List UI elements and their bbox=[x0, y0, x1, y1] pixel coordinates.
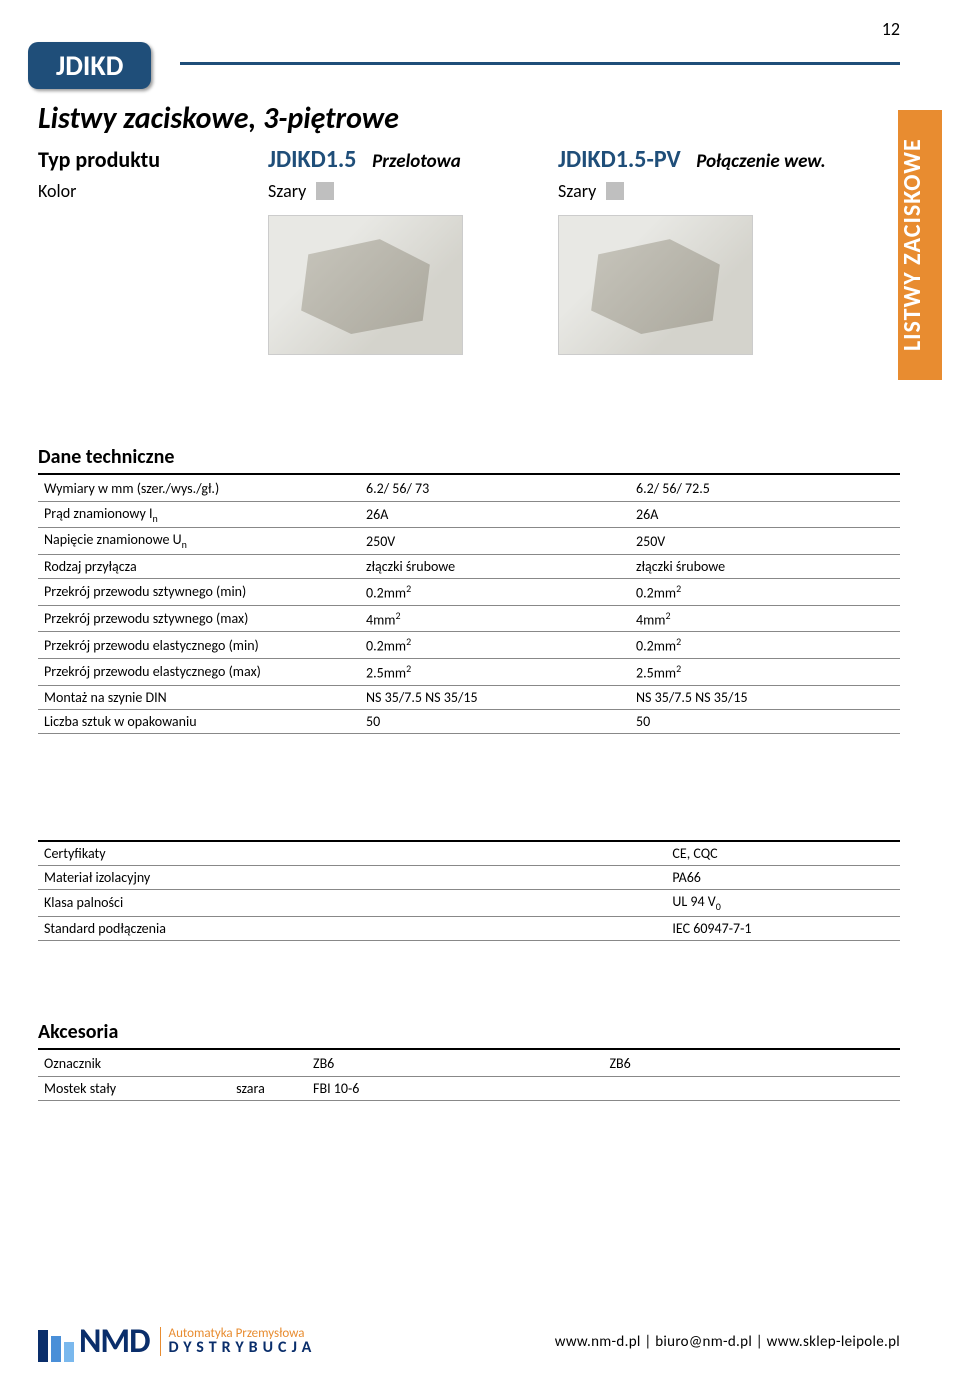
row-label: Materiał izolacyjny bbox=[38, 866, 666, 890]
table-row: Prąd znamionowy In26A26A bbox=[38, 501, 900, 528]
kolor-label: Kolor bbox=[38, 180, 268, 202]
table-row: Rodzaj przyłączazłączki śrubowezłączki ś… bbox=[38, 555, 900, 579]
dane-techniczne-section: Dane techniczne Wymiary w mm (szer./wys.… bbox=[38, 445, 900, 734]
logo-line2: DYSTRYBUCJA bbox=[169, 1340, 317, 1356]
row-value-a: 2.5mm2 bbox=[360, 659, 630, 686]
row-value-a: 26A bbox=[360, 501, 630, 528]
table-row: Przekrój przewodu elastycznego (min)0.2m… bbox=[38, 632, 900, 659]
row-label: Wymiary w mm (szer./wys./gł.) bbox=[38, 477, 360, 501]
row-value-a: 6.2/ 56/ 73 bbox=[360, 477, 630, 501]
product-a-image bbox=[268, 215, 463, 355]
row-value-a: 0.2mm2 bbox=[360, 579, 630, 606]
title-rule bbox=[180, 62, 900, 65]
row-value-a: FBI 10-6 bbox=[307, 1076, 603, 1100]
dane-techniczne-table: Wymiary w mm (szer./wys./gł.)6.2/ 56/ 73… bbox=[38, 477, 900, 734]
table-row: Mostek stałyszaraFBI 10-6 bbox=[38, 1076, 900, 1100]
product-image-row bbox=[268, 215, 753, 355]
table-row: Montaż na szynie DINNS 35/7.5 NS 35/15NS… bbox=[38, 685, 900, 709]
product-a-name: JDIKD1.5 bbox=[268, 145, 356, 174]
row-value-b: 26A bbox=[630, 501, 900, 528]
table-row: Wymiary w mm (szer./wys./gł.)6.2/ 56/ 73… bbox=[38, 477, 900, 501]
row-value-a: ZB6 bbox=[307, 1052, 603, 1076]
row-label: Mostek stały bbox=[38, 1076, 230, 1100]
akcesoria-table: OznacznikZB6ZB6Mostek stałyszaraFBI 10-6 bbox=[38, 1052, 900, 1101]
row-value-a: NS 35/7.5 NS 35/15 bbox=[360, 685, 630, 709]
row-value: IEC 60947-7-1 bbox=[666, 916, 900, 940]
row-label: Napięcie znamionowe Un bbox=[38, 528, 360, 555]
table-row: Klasa palnościUL 94 V0 bbox=[38, 890, 900, 917]
subtitle: Listwy zaciskowe, 3-piętrowe bbox=[38, 100, 399, 137]
row-label: Przekrój przewodu elastycznego (min) bbox=[38, 632, 360, 659]
row-value-b: ZB6 bbox=[603, 1052, 900, 1076]
dane-techniczne-title: Dane techniczne bbox=[38, 445, 900, 475]
side-tab: LISTWY ZACISKOWE bbox=[898, 110, 942, 380]
product-b-image bbox=[558, 215, 753, 355]
row-label: Prąd znamionowy In bbox=[38, 501, 360, 528]
color-row: Kolor Szary Szary bbox=[38, 180, 870, 202]
product-a-color: Szary bbox=[268, 180, 306, 202]
certyfikaty-section: CertyfikatyCE, CQCMateriał izolacyjnyPA6… bbox=[38, 840, 900, 941]
table-row: Materiał izolacyjnyPA66 bbox=[38, 866, 900, 890]
row-label: Montaż na szynie DIN bbox=[38, 685, 360, 709]
product-type-row: Typ produktu JDIKD1.5 Przelotowa JDIKD1.… bbox=[38, 145, 870, 174]
row-value-b: 0.2mm2 bbox=[630, 632, 900, 659]
row-value-b: 2.5mm2 bbox=[630, 659, 900, 686]
row-value-a: 50 bbox=[360, 709, 630, 733]
row-value-b: 0.2mm2 bbox=[630, 579, 900, 606]
product-a-desc: Przelotowa bbox=[372, 150, 461, 173]
table-row: Przekrój przewodu sztywnego (max)4mm24mm… bbox=[38, 605, 900, 632]
row-value-b: złączki śrubowe bbox=[630, 555, 900, 579]
product-b-desc: Połączenie wew. bbox=[696, 150, 825, 173]
footer-links: www.nm-d.pl | biuro@nm-d.pl | www.sklep-… bbox=[555, 1333, 900, 1351]
akcesoria-title: Akcesoria bbox=[38, 1020, 900, 1050]
logo-text: NMD bbox=[79, 1321, 150, 1362]
row-value-a: 4mm2 bbox=[360, 605, 630, 632]
akcesoria-section: Akcesoria OznacznikZB6ZB6Mostek stałysza… bbox=[38, 1020, 900, 1101]
row-sublabel bbox=[230, 1052, 307, 1076]
product-b-color: Szary bbox=[558, 180, 596, 202]
table-row: CertyfikatyCE, CQC bbox=[38, 841, 900, 866]
row-value: PA66 bbox=[666, 866, 900, 890]
row-value-a: 250V bbox=[360, 528, 630, 555]
product-b-name: JDIKD1.5-PV bbox=[558, 145, 681, 174]
product-a-swatch bbox=[316, 182, 334, 200]
row-label: Klasa palności bbox=[38, 890, 666, 917]
certyfikaty-table: CertyfikatyCE, CQCMateriał izolacyjnyPA6… bbox=[38, 840, 900, 941]
logo-block: NMD Automatyka Przemysłowa DYSTRYBUCJA bbox=[38, 1321, 316, 1362]
product-b-swatch bbox=[606, 182, 624, 200]
row-sublabel: szara bbox=[230, 1076, 307, 1100]
row-label: Oznacznik bbox=[38, 1052, 230, 1076]
row-value-b: 4mm2 bbox=[630, 605, 900, 632]
typ-produktu-label: Typ produktu bbox=[38, 146, 268, 173]
table-row: Oznacznik ZB6ZB6 bbox=[38, 1052, 900, 1076]
row-value: UL 94 V0 bbox=[666, 890, 900, 917]
table-row: Standard podłączeniaIEC 60947-7-1 bbox=[38, 916, 900, 940]
row-label: Rodzaj przyłącza bbox=[38, 555, 360, 579]
page-number: 12 bbox=[882, 18, 900, 40]
row-value-b: 50 bbox=[630, 709, 900, 733]
row-value-a: 0.2mm2 bbox=[360, 632, 630, 659]
row-label: Przekrój przewodu elastycznego (max) bbox=[38, 659, 360, 686]
logo-icon: NMD bbox=[38, 1321, 150, 1362]
table-row: Przekrój przewodu elastycznego (max)2.5m… bbox=[38, 659, 900, 686]
table-row: Napięcie znamionowe Un250V250V bbox=[38, 528, 900, 555]
row-value-b: 6.2/ 56/ 72.5 bbox=[630, 477, 900, 501]
row-value: CE, CQC bbox=[666, 841, 900, 866]
title-badge: JDIKD bbox=[28, 42, 151, 89]
table-row: Przekrój przewodu sztywnego (min)0.2mm20… bbox=[38, 579, 900, 606]
table-row: Liczba sztuk w opakowaniu5050 bbox=[38, 709, 900, 733]
row-value-b: 250V bbox=[630, 528, 900, 555]
row-label: Certyfikaty bbox=[38, 841, 666, 866]
row-value-b: NS 35/7.5 NS 35/15 bbox=[630, 685, 900, 709]
row-value-a: złączki śrubowe bbox=[360, 555, 630, 579]
page-footer: NMD Automatyka Przemysłowa DYSTRYBUCJA w… bbox=[38, 1321, 900, 1362]
row-label: Standard podłączenia bbox=[38, 916, 666, 940]
row-label: Liczba sztuk w opakowaniu bbox=[38, 709, 360, 733]
row-label: Przekrój przewodu sztywnego (min) bbox=[38, 579, 360, 606]
row-value-b bbox=[603, 1076, 900, 1100]
row-label: Przekrój przewodu sztywnego (max) bbox=[38, 605, 360, 632]
